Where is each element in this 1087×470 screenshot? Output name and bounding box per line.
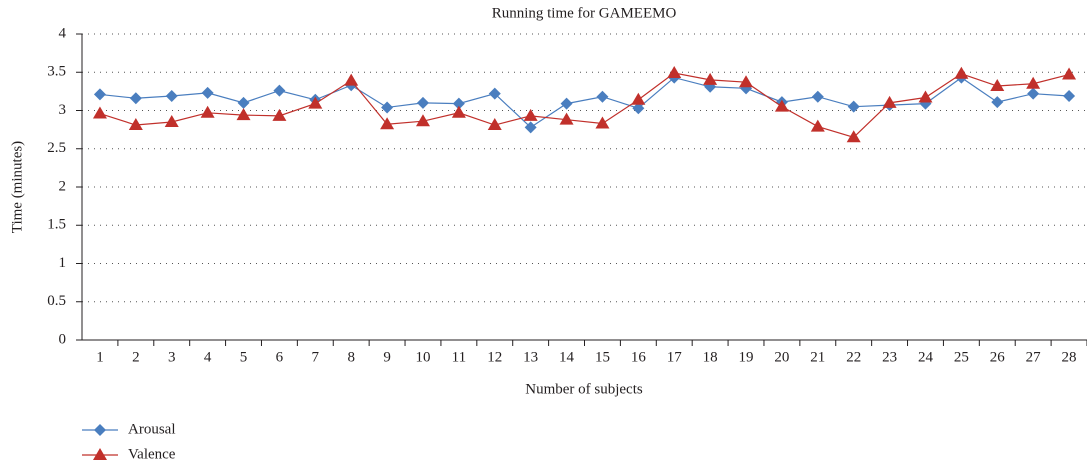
triangle-marker — [667, 66, 682, 79]
x-tick-label: 15 — [595, 349, 610, 365]
diamond-marker — [1027, 87, 1040, 100]
diamond-marker — [847, 100, 860, 113]
triangle-marker — [810, 119, 825, 132]
x-tick-label: 16 — [631, 349, 647, 365]
y-tick-label: 0 — [59, 331, 67, 347]
diamond-marker — [416, 96, 429, 109]
diamond-marker — [165, 89, 178, 102]
x-tick-label: 1 — [96, 349, 104, 365]
x-tick-label: 27 — [1026, 349, 1042, 365]
x-tick-label: 5 — [240, 349, 248, 365]
diamond-marker — [488, 87, 501, 100]
x-tick-label: 28 — [1062, 349, 1077, 365]
triangle-marker — [954, 66, 969, 79]
diamond-marker — [452, 97, 465, 110]
y-tick-label: 0.5 — [47, 293, 66, 309]
x-tick-label: 8 — [347, 349, 355, 365]
triangle-marker — [990, 79, 1005, 92]
triangle-marker — [92, 106, 107, 119]
triangle-marker — [846, 130, 861, 143]
triangle-marker — [631, 92, 646, 105]
triangle-marker — [415, 114, 430, 127]
triangle-marker — [523, 108, 538, 121]
diamond-marker — [811, 90, 824, 103]
triangle-marker — [739, 75, 754, 88]
diamond-marker — [381, 101, 394, 114]
triangle-marker — [1062, 67, 1077, 80]
diamond-marker — [93, 88, 106, 101]
y-axis-label: Time (minutes) — [9, 141, 25, 233]
x-tick-label: 17 — [667, 349, 683, 365]
triangle-marker — [451, 105, 466, 118]
legend-label: Arousal — [128, 421, 176, 437]
x-tick-label: 21 — [810, 349, 825, 365]
triangle-marker — [1026, 76, 1041, 89]
x-tick-label: 24 — [918, 349, 934, 365]
diamond-marker — [201, 86, 214, 99]
series-line — [99, 72, 1070, 138]
y-tick-label: 3.5 — [47, 64, 66, 80]
diamond-marker — [596, 90, 609, 103]
x-tick-label: 7 — [312, 349, 320, 365]
x-tick-label: 19 — [739, 349, 754, 365]
x-tick-label: 13 — [523, 349, 538, 365]
diamond-marker — [1063, 89, 1076, 102]
diamond-marker — [560, 97, 573, 110]
y-tick-label: 2 — [59, 178, 67, 194]
triangle-marker — [200, 105, 215, 118]
triangle-marker — [487, 118, 502, 131]
triangle-marker — [128, 118, 143, 131]
x-tick-label: 11 — [452, 349, 466, 365]
triangle-marker — [344, 73, 359, 86]
x-tick-label: 12 — [487, 349, 502, 365]
y-tick-label: 1.5 — [47, 217, 66, 233]
x-tick-label: 25 — [954, 349, 969, 365]
x-tick-label: 4 — [204, 349, 212, 365]
x-tick-label: 9 — [383, 349, 391, 365]
triangle-marker — [93, 448, 107, 460]
x-axis-label: Number of subjects — [525, 381, 643, 397]
diamond-marker — [632, 102, 645, 115]
triangle-marker — [559, 112, 574, 125]
x-tick-label: 6 — [276, 349, 284, 365]
x-tick-label: 2 — [132, 349, 140, 365]
x-tick-label: 14 — [559, 349, 575, 365]
x-tick-label: 3 — [168, 349, 176, 365]
y-tick-label: 3 — [59, 102, 67, 118]
y-tick-label: 1 — [59, 255, 67, 271]
x-tick-label: 23 — [882, 349, 897, 365]
y-tick-label: 2.5 — [47, 140, 66, 156]
triangle-marker — [703, 72, 718, 85]
diamond-marker — [237, 96, 250, 109]
diamond-marker — [273, 84, 286, 97]
triangle-marker — [308, 96, 323, 109]
triangle-marker — [380, 117, 395, 130]
triangle-marker — [918, 90, 933, 103]
chart-title: Running time for GAMEEMO — [492, 5, 677, 21]
x-tick-label: 22 — [846, 349, 861, 365]
triangle-marker — [236, 108, 251, 121]
triangle-marker — [272, 108, 287, 121]
legend-label: Valence — [128, 446, 176, 462]
triangle-marker — [595, 116, 610, 129]
x-tick-label: 18 — [703, 349, 718, 365]
x-tick-label: 20 — [774, 349, 789, 365]
diamond-marker — [991, 96, 1004, 109]
y-tick-label: 4 — [59, 25, 67, 41]
triangle-marker — [882, 95, 897, 108]
triangle-marker — [774, 99, 789, 112]
diamond-marker — [524, 121, 537, 134]
diamond-marker — [94, 424, 106, 436]
x-tick-label: 26 — [990, 349, 1006, 365]
series-line — [99, 76, 1070, 129]
x-tick-label: 10 — [415, 349, 430, 365]
triangle-marker — [164, 114, 179, 127]
diamond-marker — [129, 92, 142, 105]
